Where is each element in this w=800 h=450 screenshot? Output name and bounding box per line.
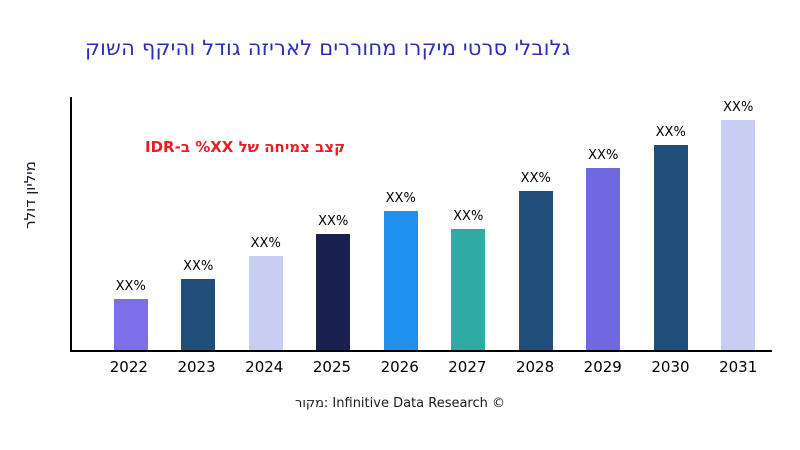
bar-slot: XX% <box>97 97 165 350</box>
bar-slot: XX% <box>232 97 300 350</box>
bar-slot: XX% <box>367 97 435 350</box>
x-tick-2025: 2025 <box>312 358 352 376</box>
y-axis-label: מיליון דולר <box>21 161 39 229</box>
bar-2029 <box>586 167 621 350</box>
bar-value-label: XX% <box>183 259 214 275</box>
bar-value-label: XX% <box>453 208 484 224</box>
bar-slot: XX% <box>705 97 773 350</box>
bar-2025 <box>316 233 351 350</box>
bar-value-label: XX% <box>723 99 754 115</box>
chart-title: גלובלי סרטי מיקרו מחוררים לאריזה גודל וה… <box>85 36 571 60</box>
bar-2026 <box>383 210 418 350</box>
growth-annotation: קצב צמיחה של XX% ב-IDR <box>145 138 346 156</box>
x-tick-2024: 2024 <box>245 358 284 376</box>
x-tick-2029: 2029 <box>583 358 622 376</box>
bar-value-label: XX% <box>385 190 416 206</box>
bar-value-label: XX% <box>655 125 686 141</box>
bar-2031 <box>721 119 756 350</box>
bar-value-label: XX% <box>115 279 146 295</box>
x-tick-2022: 2022 <box>109 358 148 376</box>
bar-2030 <box>653 145 688 350</box>
bar-2028 <box>518 190 553 350</box>
bar-slot: XX% <box>165 97 233 350</box>
bar-slot: XX% <box>570 97 638 350</box>
bar-value-label: XX% <box>588 147 619 163</box>
x-tick-2026: 2026 <box>380 358 419 376</box>
x-tick-2023: 2023 <box>177 358 216 376</box>
bar-value-label: XX% <box>250 236 281 252</box>
x-tick-2030: 2030 <box>651 358 690 376</box>
bars-row: XX% XX% XX% XX% XX% XX% XX% XX% XX% XX% <box>72 97 772 350</box>
bar-slot: XX% <box>300 97 368 350</box>
bar-value-label: XX% <box>318 213 349 229</box>
bar-2022 <box>113 299 148 350</box>
bar-slot: XX% <box>435 97 503 350</box>
x-axis: 2022 2023 2024 2025 2026 2027 2028 2029 2030 2031 <box>70 358 772 376</box>
x-tick-2031: 2031 <box>719 358 758 376</box>
x-tick-2027: 2027 <box>448 358 487 376</box>
bar-slot: XX% <box>637 97 705 350</box>
plot-area: XX% XX% XX% XX% XX% XX% XX% XX% XX% XX% <box>70 97 772 352</box>
x-tick-2028: 2028 <box>515 358 555 376</box>
bar-2027 <box>451 228 486 350</box>
bar-2024 <box>248 256 283 350</box>
bar-slot: XX% <box>502 97 570 350</box>
bar-2023 <box>181 279 216 350</box>
source-caption: מקור: Infinitive Data Research © <box>294 396 506 411</box>
bar-value-label: XX% <box>520 170 551 186</box>
